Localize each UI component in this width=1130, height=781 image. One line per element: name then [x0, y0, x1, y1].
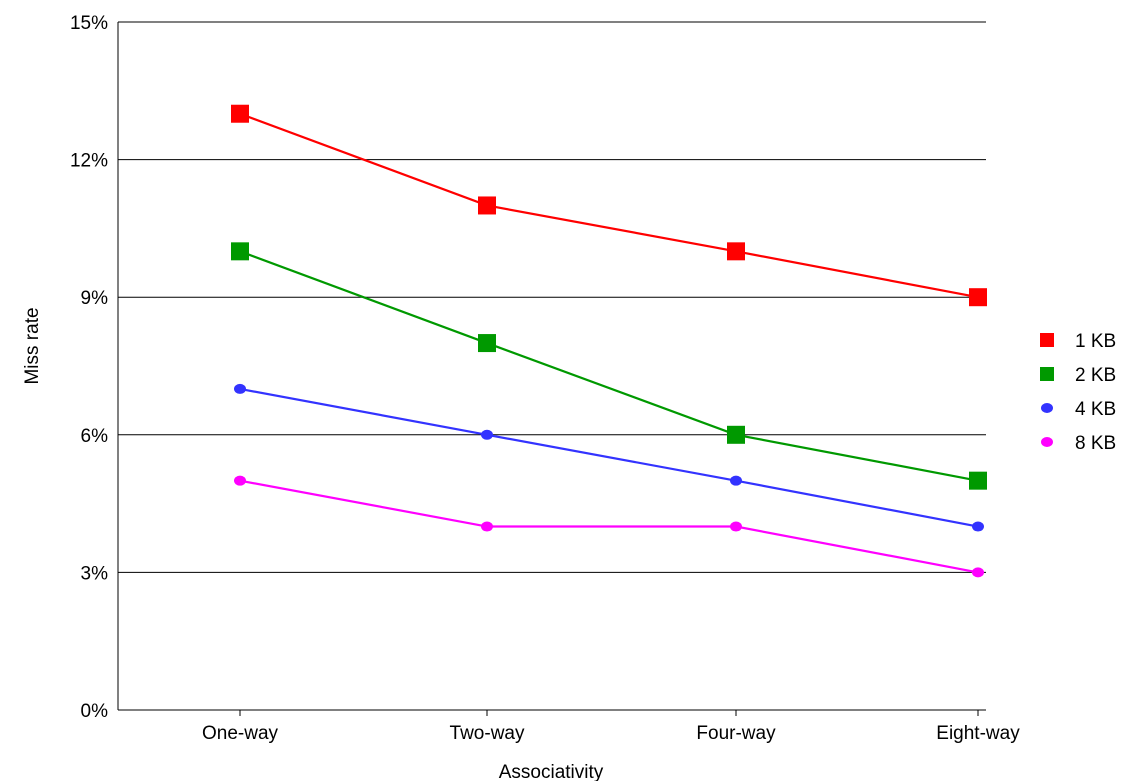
x-tick-label: One-way: [202, 723, 279, 744]
series-group: [231, 104, 987, 578]
legend-swatch: [1041, 437, 1053, 447]
legend-label: 2 KB: [1075, 365, 1116, 386]
y-tick-label: 6%: [81, 426, 109, 447]
series-line-4-kb: [239, 387, 979, 528]
data-point: [727, 242, 745, 261]
y-axis-title: Miss rate: [22, 307, 43, 384]
legend: 1 KB 2 KB 4 KB 8 KB: [1040, 331, 1116, 454]
series-line-8-kb: [239, 479, 979, 574]
y-tick-label: 9%: [81, 288, 109, 309]
data-point: [969, 471, 987, 490]
x-tick-label: Eight-way: [936, 723, 1020, 744]
legend-label: 1 KB: [1075, 331, 1116, 352]
legend-swatch: [1040, 367, 1054, 381]
data-point: [727, 425, 745, 444]
legend-swatch: [1040, 333, 1054, 347]
data-point: [730, 521, 742, 532]
legend-label: 4 KB: [1075, 399, 1116, 420]
tick-labels: 0% 3% 6% 9% 12% 15% One-way Two-way Four-way Eigh…: [70, 13, 1020, 744]
axes: [117, 22, 986, 716]
y-tick-label: 15%: [70, 13, 108, 34]
data-point: [478, 196, 496, 215]
x-tick-label: Four-way: [696, 723, 776, 744]
series-line-1-kb: [239, 112, 979, 299]
x-axis-title: Associativity: [499, 762, 604, 781]
series-line-2-kb: [239, 250, 979, 482]
data-point: [969, 288, 987, 307]
data-point: [231, 104, 249, 123]
grid-lines: [118, 21, 986, 573]
data-point: [234, 475, 246, 486]
legend-label: 8 KB: [1075, 433, 1116, 454]
legend-swatch: [1041, 403, 1053, 413]
y-tick-label: 12%: [70, 151, 108, 172]
y-tick-label: 3%: [81, 563, 109, 584]
x-tick-label: Two-way: [450, 723, 525, 744]
data-point: [231, 242, 249, 261]
data-point: [972, 567, 984, 578]
data-point: [481, 429, 493, 440]
data-point: [972, 521, 984, 532]
data-point: [481, 521, 493, 532]
data-point: [730, 475, 742, 486]
data-point: [478, 334, 496, 353]
data-point: [234, 383, 246, 394]
y-tick-label: 0%: [81, 701, 109, 722]
